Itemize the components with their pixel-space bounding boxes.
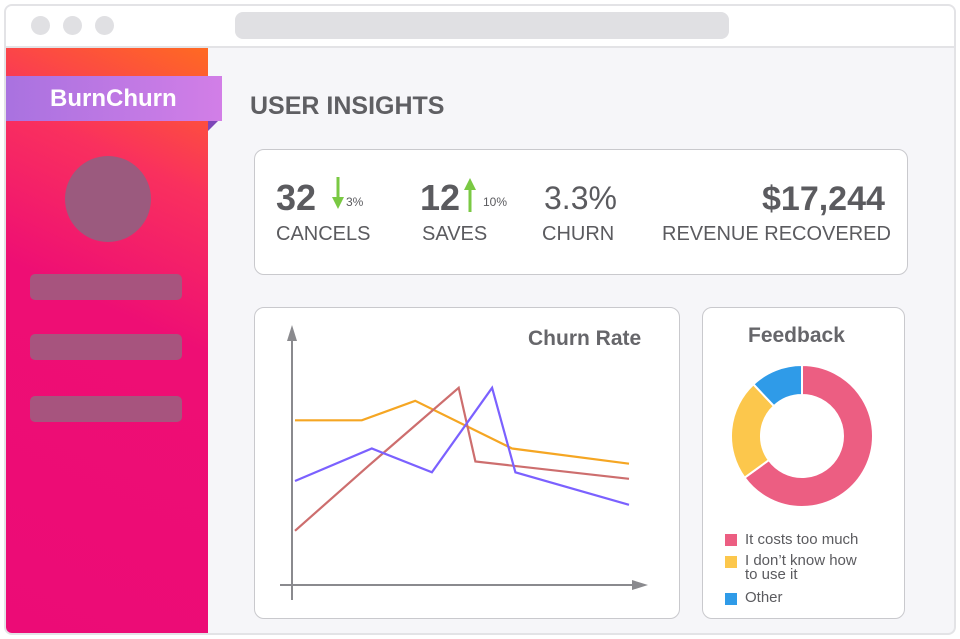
cancels-label: CANCELS <box>276 223 371 245</box>
churn-rate-chart <box>280 325 648 600</box>
series-line-2 <box>294 385 630 532</box>
saves-value: 12 <box>420 177 461 218</box>
legend-costs-too-much: It costs too much <box>745 531 859 548</box>
address-bar[interactable] <box>235 12 729 39</box>
series-line-3 <box>294 385 630 506</box>
stats-card <box>254 149 908 275</box>
y-axis-arrow-icon <box>287 325 297 341</box>
sidebar <box>6 48 208 633</box>
arrow-down-icon <box>332 177 344 209</box>
churn-rate-title: Churn Rate <box>528 327 642 350</box>
donut-slice-3[interactable] <box>751 364 803 408</box>
window-minimize-dot[interactable] <box>63 16 82 35</box>
revenue-label: REVENUE RECOVERED <box>662 223 891 245</box>
sidebar-item-2[interactable] <box>30 334 182 360</box>
cancels-value: 32 <box>276 177 317 218</box>
legend-dont-know-line1: I don’t know how <box>745 552 857 569</box>
legend-swatch-other <box>725 593 737 605</box>
legend-other: Other <box>745 589 783 606</box>
arrow-up-icon <box>464 178 476 212</box>
brand-logo: BurnChurn <box>6 76 222 121</box>
window-maximize-dot[interactable] <box>95 16 114 35</box>
window-close-dot[interactable] <box>31 16 50 35</box>
legend-dont-know-line2: to use it <box>745 566 798 583</box>
churn-value: 3.3% <box>544 180 617 216</box>
churn-label: CHURN <box>542 223 615 245</box>
legend-swatch-costs <box>725 534 737 546</box>
churn-rate-card <box>254 307 680 619</box>
cancels-change: 3% <box>346 195 364 209</box>
sidebar-item-3[interactable] <box>30 396 182 422</box>
series-line-1 <box>295 399 630 465</box>
saves-change: 10% <box>483 195 508 209</box>
saves-label: SAVES <box>422 223 488 245</box>
legend-swatch-dont-know <box>725 556 737 568</box>
x-axis-arrow-icon <box>632 580 648 590</box>
feedback-donut-chart <box>730 364 874 508</box>
avatar[interactable] <box>65 156 151 242</box>
feedback-title: Feedback <box>748 324 845 347</box>
page-title: USER INSIGHTS <box>250 92 445 120</box>
revenue-value: $17,244 <box>762 180 885 218</box>
brand-ribbon-fold <box>208 121 218 131</box>
sidebar-item-1[interactable] <box>30 274 182 300</box>
browser-titlebar <box>6 6 954 48</box>
donut-slice-1[interactable] <box>743 364 874 508</box>
